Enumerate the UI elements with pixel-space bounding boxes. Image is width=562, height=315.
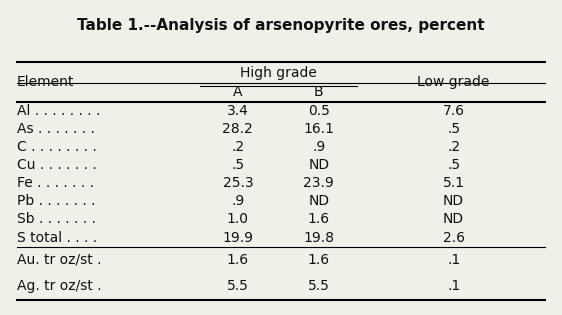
Text: 1.0: 1.0 (227, 213, 249, 226)
Text: S total . . . .: S total . . . . (17, 231, 97, 245)
Text: ND: ND (443, 194, 464, 208)
Text: .1: .1 (447, 253, 460, 267)
Text: 16.1: 16.1 (303, 122, 334, 136)
Text: 28.2: 28.2 (223, 122, 253, 136)
Text: 19.8: 19.8 (303, 231, 334, 245)
Text: .5: .5 (447, 158, 460, 172)
Text: Pb . . . . . . .: Pb . . . . . . . (17, 194, 95, 208)
Text: 2.6: 2.6 (443, 231, 465, 245)
Text: 5.1: 5.1 (443, 176, 465, 190)
Text: 0.5: 0.5 (308, 104, 330, 117)
Text: 5.5: 5.5 (308, 279, 330, 293)
Text: Low grade: Low grade (418, 75, 490, 89)
Text: Cu . . . . . . .: Cu . . . . . . . (17, 158, 97, 172)
Text: Table 1.--Analysis of arsenopyrite ores, percent: Table 1.--Analysis of arsenopyrite ores,… (77, 18, 485, 33)
Text: 1.6: 1.6 (308, 253, 330, 267)
Text: .9: .9 (312, 140, 325, 154)
Text: High grade: High grade (240, 66, 317, 80)
Text: 3.4: 3.4 (227, 104, 249, 117)
Text: Al . . . . . . . .: Al . . . . . . . . (17, 104, 100, 117)
Text: .9: .9 (231, 194, 244, 208)
Text: As . . . . . . .: As . . . . . . . (17, 122, 94, 136)
Text: C . . . . . . . .: C . . . . . . . . (17, 140, 97, 154)
Text: 5.5: 5.5 (227, 279, 249, 293)
Text: A: A (233, 85, 243, 100)
Text: 23.9: 23.9 (303, 176, 334, 190)
Text: ND: ND (308, 158, 329, 172)
Text: .1: .1 (447, 279, 460, 293)
Text: 19.9: 19.9 (223, 231, 253, 245)
Text: Ag. tr oz/st .: Ag. tr oz/st . (17, 279, 101, 293)
Text: B: B (314, 85, 324, 100)
Text: .5: .5 (447, 122, 460, 136)
Text: 1.6: 1.6 (227, 253, 249, 267)
Text: Element: Element (17, 75, 74, 89)
Text: .5: .5 (232, 158, 244, 172)
Text: ND: ND (443, 213, 464, 226)
Text: Fe . . . . . . .: Fe . . . . . . . (17, 176, 94, 190)
Text: .2: .2 (232, 140, 244, 154)
Text: Sb . . . . . . .: Sb . . . . . . . (17, 213, 96, 226)
Text: .2: .2 (447, 140, 460, 154)
Text: Au. tr oz/st .: Au. tr oz/st . (17, 253, 101, 267)
Text: 7.6: 7.6 (443, 104, 465, 117)
Text: 25.3: 25.3 (223, 176, 253, 190)
Text: ND: ND (308, 194, 329, 208)
Text: 1.6: 1.6 (308, 213, 330, 226)
